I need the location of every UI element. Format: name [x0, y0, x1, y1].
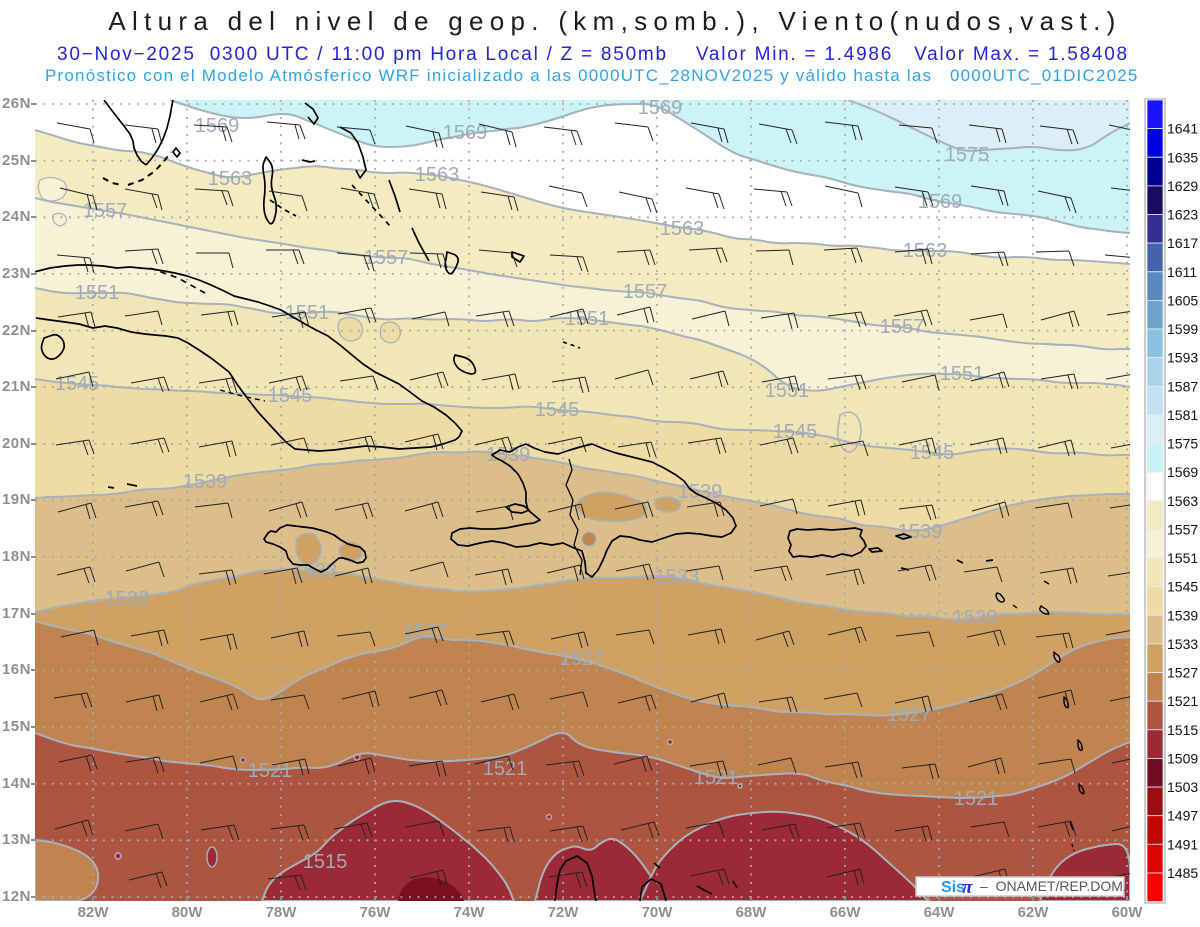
svg-text:1485: 1485	[1167, 865, 1198, 881]
svg-text:1605: 1605	[1167, 292, 1198, 308]
svg-text:1557: 1557	[364, 247, 409, 269]
svg-text:1563: 1563	[415, 164, 460, 186]
svg-text:1575: 1575	[945, 144, 990, 166]
svg-text:1563: 1563	[903, 240, 948, 262]
svg-text:Sis: Sis	[941, 879, 965, 896]
svg-text:1563: 1563	[660, 218, 705, 240]
svg-text:1599: 1599	[1167, 321, 1198, 337]
svg-text:1509: 1509	[1167, 751, 1198, 767]
svg-text:1545: 1545	[535, 399, 580, 421]
svg-text:1539: 1539	[1167, 607, 1198, 623]
svg-text:1593: 1593	[1167, 350, 1198, 366]
svg-text:1557: 1557	[83, 200, 128, 222]
svg-text:1569: 1569	[1167, 464, 1198, 480]
svg-text:1527: 1527	[887, 704, 932, 726]
svg-text:1533: 1533	[293, 560, 338, 582]
svg-text:1527: 1527	[403, 621, 448, 643]
svg-text:1569: 1569	[918, 191, 963, 213]
svg-text:1551: 1551	[765, 380, 810, 402]
svg-text:1569: 1569	[638, 100, 683, 119]
svg-text:1515: 1515	[303, 851, 348, 873]
svg-text:1533: 1533	[1167, 636, 1198, 652]
svg-text:1551: 1551	[940, 363, 985, 385]
svg-text:1545: 1545	[268, 385, 313, 407]
svg-text:1515: 1515	[1167, 722, 1198, 738]
svg-text:1527: 1527	[1167, 665, 1198, 681]
svg-text:1545: 1545	[1167, 579, 1198, 595]
svg-text:1557: 1557	[623, 281, 668, 303]
svg-text:1533: 1533	[953, 607, 998, 629]
svg-text:1629: 1629	[1167, 178, 1198, 194]
svg-text:1545: 1545	[55, 373, 100, 395]
svg-text:1521: 1521	[248, 760, 293, 782]
svg-text:1521: 1521	[954, 788, 999, 810]
svg-text:1503: 1503	[1167, 779, 1198, 795]
svg-text:1575: 1575	[1167, 436, 1198, 452]
svg-text:1545: 1545	[773, 421, 818, 443]
svg-text:1551: 1551	[565, 308, 610, 330]
svg-text:π: π	[962, 877, 973, 898]
svg-text:1587: 1587	[1167, 378, 1198, 394]
svg-text:1533: 1533	[105, 588, 150, 610]
svg-text:1623: 1623	[1167, 207, 1198, 223]
svg-text:1569: 1569	[443, 122, 488, 144]
svg-text:1557: 1557	[880, 316, 925, 338]
svg-text:1539: 1539	[486, 444, 531, 466]
svg-text:1497: 1497	[1167, 808, 1198, 824]
svg-text:1551: 1551	[1167, 550, 1198, 566]
svg-text:1533: 1533	[655, 566, 700, 588]
svg-text:1539: 1539	[898, 521, 943, 543]
svg-text:1527: 1527	[560, 648, 605, 670]
svg-text:1641: 1641	[1167, 121, 1198, 137]
svg-text:1563: 1563	[1167, 493, 1198, 509]
svg-text:1545: 1545	[910, 442, 955, 464]
svg-text:1581: 1581	[1167, 407, 1198, 423]
svg-text:1617: 1617	[1167, 235, 1198, 251]
svg-text:1521: 1521	[1167, 693, 1198, 709]
svg-text:– ONAMET/REP.DOM.: – ONAMET/REP.DOM.	[980, 878, 1127, 894]
svg-text:1491: 1491	[1167, 836, 1198, 852]
svg-text:1539: 1539	[183, 471, 228, 493]
svg-text:1635: 1635	[1167, 149, 1198, 165]
svg-text:1563: 1563	[208, 168, 253, 190]
svg-text:1539: 1539	[678, 481, 723, 503]
svg-text:1611: 1611	[1167, 264, 1197, 280]
svg-text:1521: 1521	[694, 767, 739, 789]
svg-text:1551: 1551	[75, 282, 120, 304]
svg-text:1521: 1521	[483, 758, 528, 780]
svg-text:1557: 1557	[1167, 521, 1198, 537]
